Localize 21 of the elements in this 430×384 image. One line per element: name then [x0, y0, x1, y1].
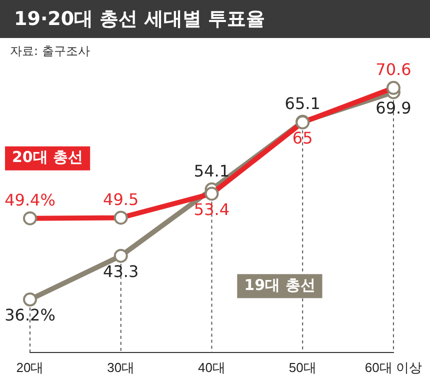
x-tick-label: 50대 — [288, 360, 316, 375]
data-label: 49.5 — [103, 190, 139, 209]
chart-title: 19·20대 총선 세대별 투표율 — [0, 0, 430, 38]
data-label: 65.1 — [284, 94, 320, 113]
text: 19대 총선 — [244, 276, 316, 294]
x-tick-label: 40대 — [198, 360, 226, 375]
data-label: 43.3 — [103, 262, 139, 281]
x-tick-label: 60대 이상 — [364, 360, 422, 375]
point — [114, 248, 128, 263]
data-label: 54.1 — [194, 162, 230, 181]
data-label: 70.6 — [376, 60, 412, 80]
text: 자료: 출구조사 — [9, 43, 91, 60]
data-label: 49.4% — [4, 190, 56, 210]
data-label: 36.2% — [4, 306, 56, 325]
data-label: 53.4 — [194, 200, 230, 219]
point — [23, 292, 37, 307]
x-tick-label: 20대 — [16, 360, 44, 375]
data-label: 69.9 — [376, 98, 412, 118]
x-tick-label: 30대 — [107, 360, 135, 375]
text: 20대 총선 — [12, 148, 84, 166]
data-label: 65 — [292, 128, 313, 148]
